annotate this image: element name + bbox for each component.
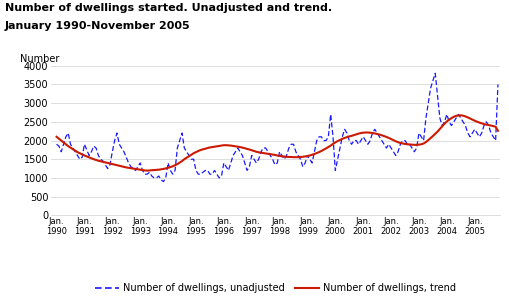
Legend: Number of dwellings, unadjusted, Number of dwellings, trend: Number of dwellings, unadjusted, Number … xyxy=(91,279,459,297)
Text: January 1990-November 2005: January 1990-November 2005 xyxy=(5,21,190,31)
Text: Number: Number xyxy=(19,54,59,64)
Text: Number of dwellings started. Unadjusted and trend.: Number of dwellings started. Unadjusted … xyxy=(5,3,331,13)
